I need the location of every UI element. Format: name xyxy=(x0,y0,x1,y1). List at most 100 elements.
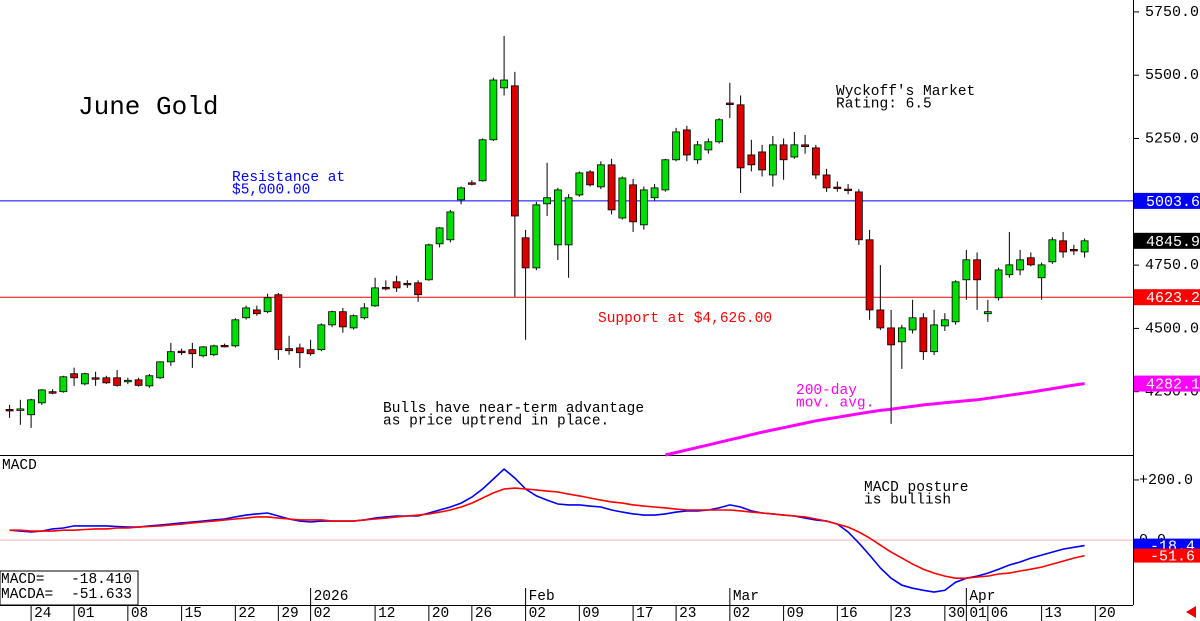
candle-body xyxy=(134,379,143,386)
candle-body xyxy=(564,197,573,246)
candle-body xyxy=(844,188,852,192)
annotation: mov. avg. xyxy=(796,395,874,411)
x-tick-label: 01 xyxy=(969,606,986,621)
scroll-arrow[interactable] xyxy=(1186,606,1196,618)
x-tick-label: 08 xyxy=(131,606,148,621)
y-tick-label: 5250.0 xyxy=(1145,130,1199,147)
candle-body xyxy=(682,129,691,156)
x-tick-label: 22 xyxy=(238,606,255,621)
candle-body xyxy=(457,187,466,201)
candle-body xyxy=(650,187,659,199)
y-tick-label: 4750.0 xyxy=(1145,257,1199,274)
x-tick-label: 20 xyxy=(432,606,449,621)
candle-body xyxy=(994,269,1003,299)
price-marker-label: 4845.9 xyxy=(1146,234,1200,251)
candle-body xyxy=(586,171,594,186)
candle-body xyxy=(983,311,992,315)
price-marker xyxy=(1134,192,1200,209)
candle-body xyxy=(1069,249,1078,252)
panel-label: MACD xyxy=(2,458,37,474)
candle-body xyxy=(1059,240,1067,253)
x-tick-label: 02 xyxy=(529,606,546,621)
candle-body xyxy=(768,144,777,176)
candle-body xyxy=(543,197,551,205)
candle-body xyxy=(424,244,433,281)
candle-body xyxy=(80,373,89,385)
candle-body xyxy=(897,327,906,343)
candle-body xyxy=(865,239,874,311)
price-marker xyxy=(1134,232,1200,249)
candle-body xyxy=(607,164,616,211)
candle-body xyxy=(306,349,315,355)
candle-body xyxy=(403,282,412,286)
candle-body xyxy=(930,324,938,353)
candle-body xyxy=(381,286,390,290)
candle-body xyxy=(177,350,186,354)
annotation: Wyckoff's Market xyxy=(836,84,975,100)
candle-body xyxy=(317,324,326,351)
candle-body xyxy=(5,409,14,412)
candle-body xyxy=(618,177,627,219)
candle-body xyxy=(500,79,509,89)
price-marker-label: 5003.6 xyxy=(1146,194,1200,211)
y-tick-label: 4500.0 xyxy=(1145,320,1199,337)
candle-body xyxy=(414,282,423,296)
candle-body xyxy=(446,211,455,241)
candle-body xyxy=(854,191,863,241)
candle-body xyxy=(285,348,294,352)
annotation: Bulls have near-term advantage xyxy=(383,401,644,417)
price-marker xyxy=(1134,375,1200,392)
chart-title: June Gold xyxy=(78,92,218,122)
candle-body xyxy=(328,311,337,326)
candle-body xyxy=(596,164,605,188)
macd-line xyxy=(9,487,1085,579)
candle-body xyxy=(758,151,766,171)
candle-body xyxy=(188,349,197,355)
candle-body xyxy=(725,102,734,105)
x-tick-label: 02 xyxy=(314,606,331,621)
candle-body xyxy=(1026,257,1035,266)
readout-box xyxy=(0,570,139,606)
price-marker-label: 4282.1 xyxy=(1146,377,1200,394)
candle-body xyxy=(801,144,809,148)
candle-body xyxy=(91,377,100,380)
candle-body xyxy=(1037,264,1046,279)
candle-body xyxy=(715,119,723,143)
month-label: Apr xyxy=(969,589,995,605)
x-tick-label: 06 xyxy=(991,606,1008,621)
candle-body xyxy=(693,144,702,161)
annotation: as price uptrend in place. xyxy=(383,413,609,429)
candle-body xyxy=(102,377,111,384)
candle-body xyxy=(123,379,132,383)
candle-body xyxy=(349,315,358,329)
month-label: 2026 xyxy=(314,589,349,605)
candle-body xyxy=(661,159,670,191)
candle-body xyxy=(639,189,648,226)
month-label: Feb xyxy=(529,589,555,605)
macd-marker xyxy=(1134,548,1200,563)
macd-line xyxy=(9,468,1085,593)
x-tick-label: 29 xyxy=(281,606,298,621)
candle-body xyxy=(510,85,519,217)
candle-body xyxy=(822,174,831,189)
readout-value: -18.410 xyxy=(71,572,132,588)
x-tick-label: 16 xyxy=(840,606,857,621)
candle-body xyxy=(231,319,240,347)
readout-name: MACDA= xyxy=(1,587,53,603)
x-tick-label: 09 xyxy=(582,606,599,621)
annotation: is bullish xyxy=(864,492,951,508)
x-tick-label: 09 xyxy=(787,606,804,621)
candle-body xyxy=(263,297,272,313)
candle-body xyxy=(489,79,498,141)
x-tick-label: 23 xyxy=(894,606,911,621)
candle-body xyxy=(360,307,369,319)
x-tick-label: 20 xyxy=(1098,606,1115,621)
x-tick-label: 23 xyxy=(679,606,696,621)
candle-body xyxy=(908,317,917,331)
candle-body xyxy=(704,141,713,151)
candle-body xyxy=(16,408,25,411)
readout-value: -51.633 xyxy=(71,587,132,603)
